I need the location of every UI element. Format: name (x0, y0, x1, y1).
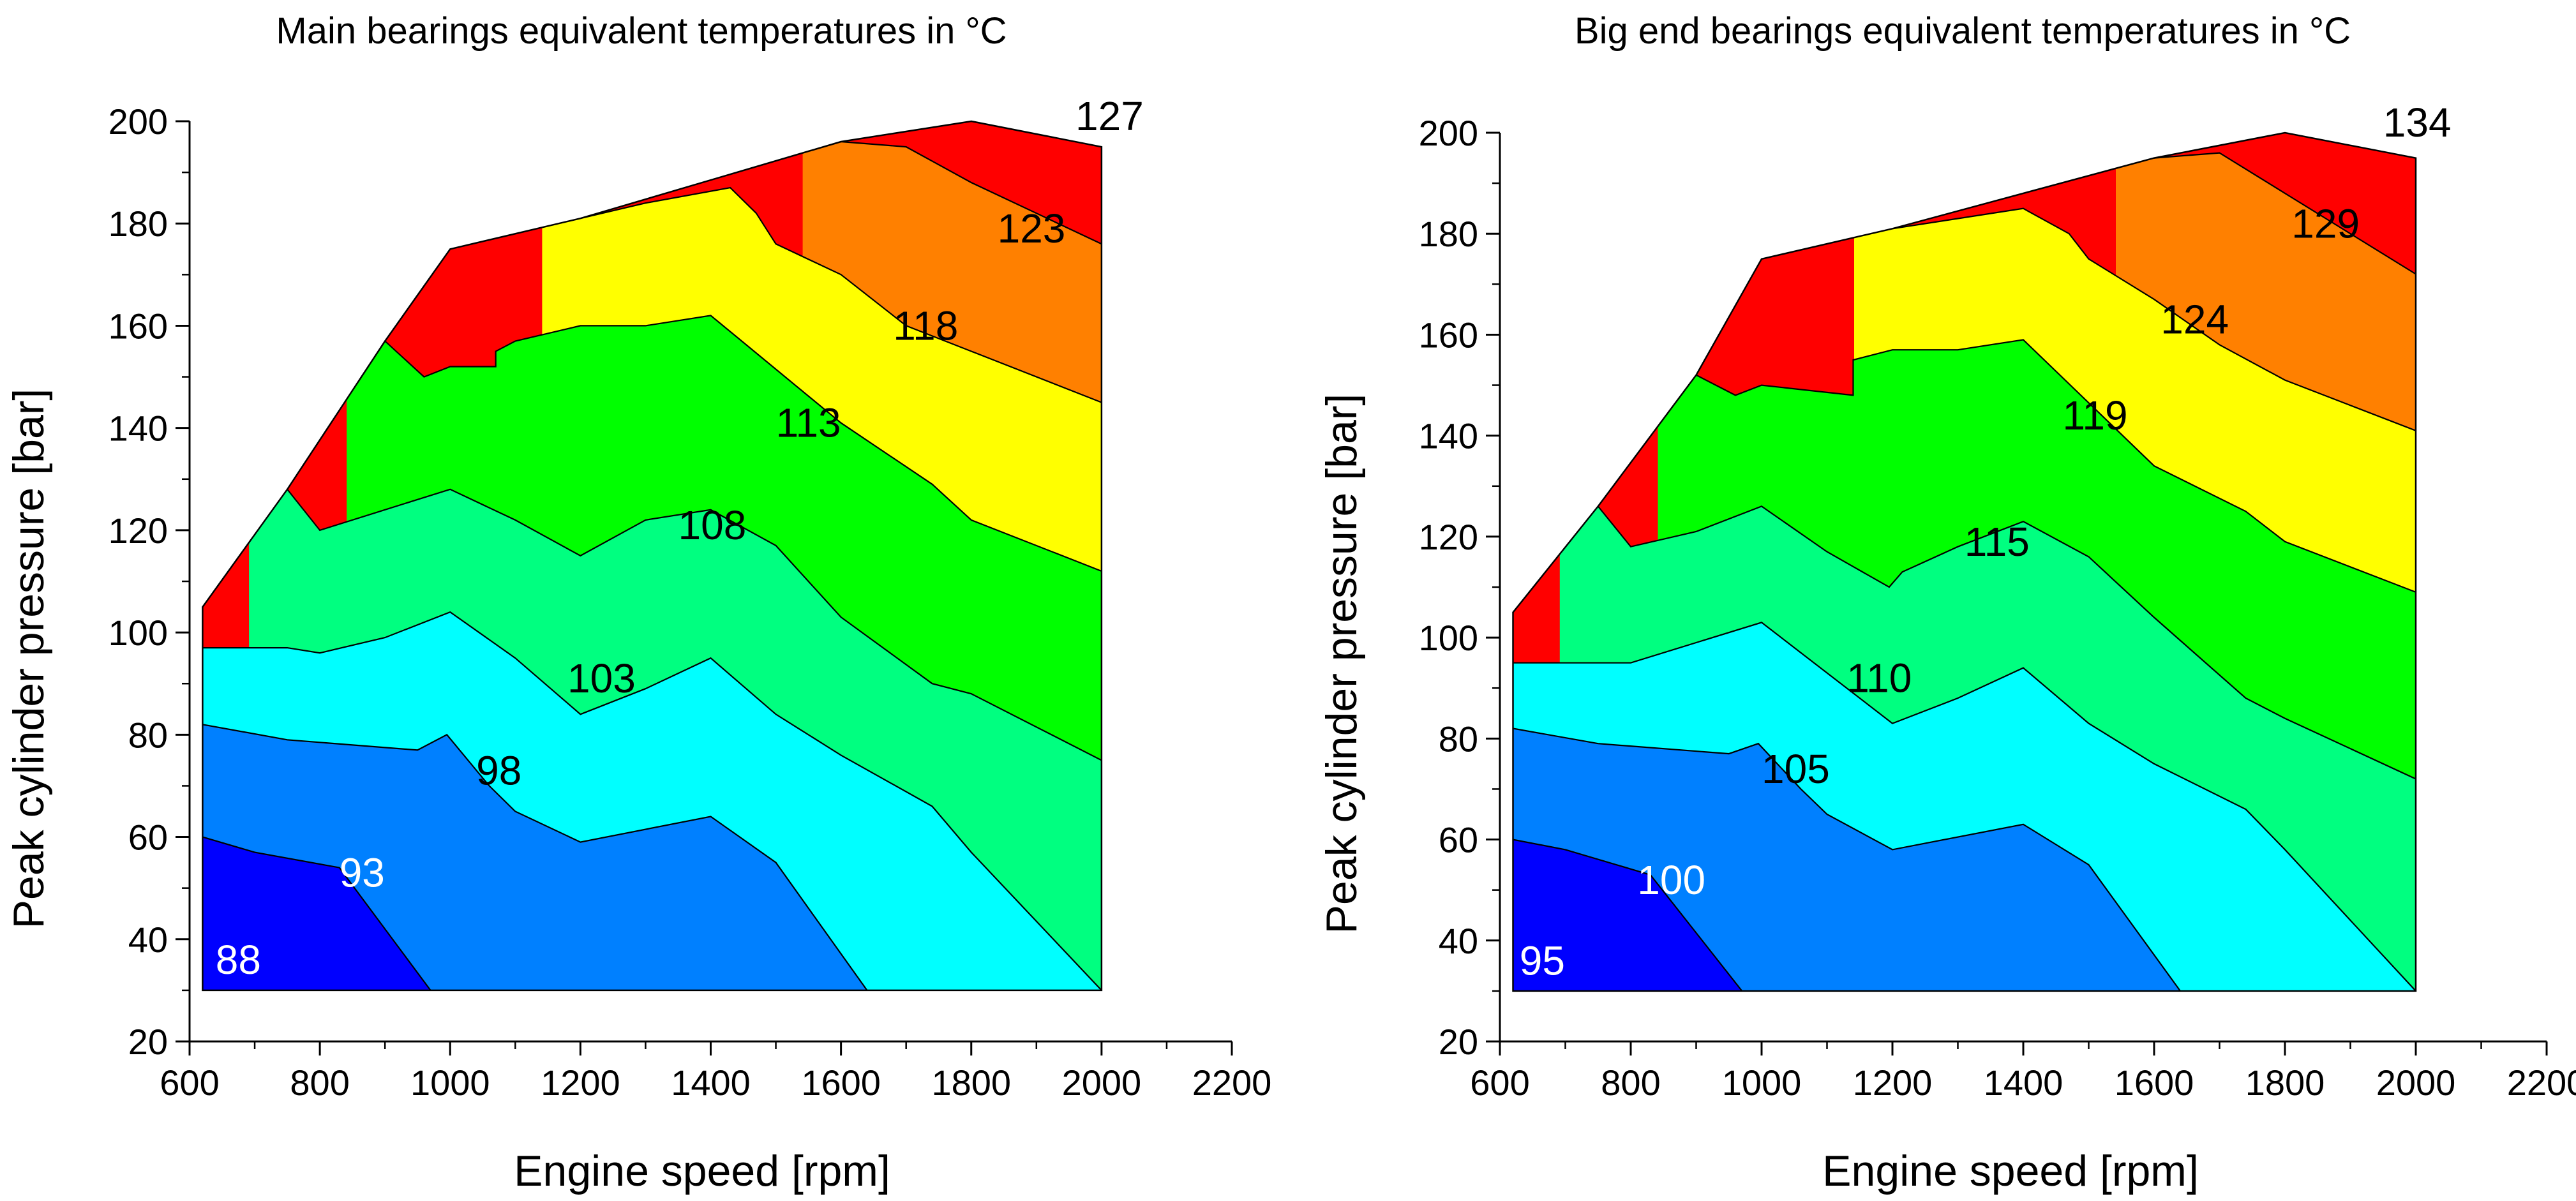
domain-outline (1512, 131, 2417, 992)
contour-label: 103 (567, 655, 636, 701)
contour-label: 100 (1637, 857, 1705, 903)
y-tick-label: 40 (1439, 921, 1478, 961)
contour-label: 113 (776, 400, 841, 446)
contour-label: 115 (1965, 519, 2030, 565)
y-tick-label: 160 (109, 306, 168, 346)
y-tick-label: 40 (128, 920, 168, 960)
x-tick-label: 2000 (1062, 1063, 1142, 1103)
y-tick-label: 120 (1419, 517, 1478, 557)
y-tick-label: 20 (128, 1022, 168, 1062)
y-tick-label: 20 (1439, 1022, 1478, 1062)
contour-lines (202, 140, 1102, 990)
contour-labels: 88 93 98 103 108 113 118 123 127 (216, 93, 1144, 983)
contour-band (1513, 839, 1781, 991)
contour-line (202, 611, 1102, 990)
y-tick-label: 200 (109, 101, 168, 142)
y-tick-label: 80 (1439, 719, 1478, 759)
contour-label: 119 (2063, 392, 2128, 438)
y-tick-label: 180 (109, 204, 168, 244)
y-tick-label: 80 (128, 715, 168, 755)
y-tick-label: 140 (109, 408, 168, 449)
x-tick-label: 800 (290, 1063, 349, 1103)
y-tick-label: 100 (1419, 618, 1478, 658)
contour-line (202, 836, 431, 990)
x-tick-label: 1400 (1984, 1063, 2063, 1103)
contour-line (1597, 505, 2416, 780)
x-tick-label: 600 (1470, 1063, 1529, 1103)
contour-label: 110 (1846, 655, 1912, 701)
contour-lines (1513, 152, 2416, 991)
x-tick-label: 1400 (671, 1063, 751, 1103)
contour-label: 108 (678, 502, 747, 548)
y-tick-label: 60 (1439, 820, 1478, 860)
contour-label: 118 (893, 302, 958, 348)
contour-label: 98 (476, 747, 521, 793)
contour-label: 134 (2383, 100, 2452, 145)
contour-bands (202, 121, 1102, 990)
x-tick-label: 1600 (801, 1063, 881, 1103)
contour-line (1513, 839, 1743, 991)
contour-line (1513, 622, 2416, 991)
x-tick-label: 1800 (931, 1063, 1011, 1103)
contour-label: 88 (216, 937, 261, 983)
x-axis-label: Engine speed [rpm] (514, 1147, 890, 1195)
contour-line (580, 186, 1102, 403)
main-bearings-chart: Main bearings equivalent temperatures in… (4, 10, 1271, 1195)
contour-line (2153, 152, 2416, 275)
contour-label: 124 (2160, 297, 2229, 343)
axes: 20 40 60 80 100 120 140 160 180 200 600 800 1000 1200… (109, 101, 1272, 1103)
y-tick-label: 60 (128, 817, 168, 858)
y-tick-label: 100 (109, 613, 168, 653)
contour-labels: 95 100 105 110 115 119 124 129 134 (1520, 100, 2452, 983)
contour-line (202, 724, 868, 990)
axes: 20 40 60 80 100 120 140 160 180 200 600 800 1000 1200… (1419, 113, 2576, 1103)
x-tick-label: 800 (1601, 1063, 1660, 1103)
y-tick-label: 180 (1419, 214, 1478, 254)
contour-label: 105 (1762, 746, 1830, 792)
x-axis-label: Engine speed [rpm] (1822, 1147, 2199, 1195)
chart-title: Big end bearings equivalent temperatures… (1575, 10, 2351, 52)
contour-label: 95 (1520, 937, 1565, 983)
contour-line (384, 315, 1102, 572)
contour-line (1892, 207, 2416, 431)
x-tick-label: 2200 (1192, 1063, 1272, 1103)
x-tick-label: 1200 (1853, 1063, 1933, 1103)
x-tick-label: 1800 (2245, 1063, 2325, 1103)
big-end-bearings-chart: Big end bearings equivalent temperatures… (1317, 10, 2576, 1195)
contour-label: 129 (2291, 200, 2360, 246)
contour-label: 123 (998, 205, 1066, 251)
x-tick-label: 600 (160, 1063, 219, 1103)
contour-label: 93 (340, 850, 385, 896)
chart-title: Main bearings equivalent temperatures in… (276, 10, 1007, 52)
x-tick-label: 1000 (1722, 1063, 1802, 1103)
y-tick-label: 200 (1419, 113, 1478, 153)
x-tick-label: 1000 (410, 1063, 490, 1103)
y-axis-label: Peak cylinder pressure [bar] (1317, 394, 1366, 934)
x-tick-label: 2200 (2507, 1063, 2576, 1103)
contour-line (1695, 339, 2416, 593)
y-tick-label: 160 (1419, 315, 1478, 355)
contour-bands (1513, 133, 2416, 991)
contour-line (1513, 727, 2181, 991)
x-tick-label: 1600 (2115, 1063, 2194, 1103)
contour-label: 127 (1075, 93, 1144, 139)
contour-line (841, 140, 1102, 245)
contour-band (202, 837, 469, 990)
x-tick-label: 2000 (2376, 1063, 2456, 1103)
y-axis-label: Peak cylinder pressure [bar] (4, 389, 53, 929)
x-tick-label: 1200 (541, 1063, 620, 1103)
y-tick-label: 120 (109, 511, 168, 551)
domain-outline (202, 120, 1103, 992)
contour-line (287, 488, 1102, 761)
y-tick-label: 140 (1419, 416, 1478, 456)
